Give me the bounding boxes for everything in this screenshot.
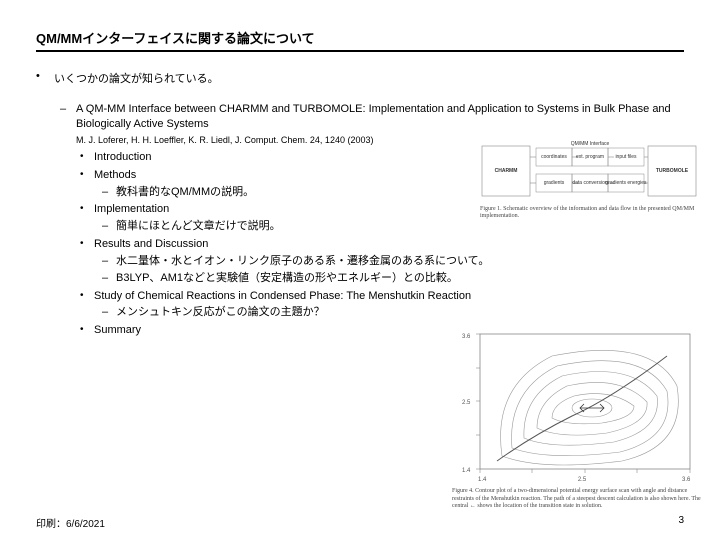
fig1-box-c: gradients [544,180,565,186]
fig1-box-a: coordinates [541,154,567,160]
sect-study: Study of Chemical Reactions in Condensed… [94,289,684,304]
figure-2-svg: 1.4 2.5 3.6 1.4 2.5 3.6 [452,326,702,486]
figure-2: 1.4 2.5 3.6 1.4 2.5 3.6 Figure 4. Contour pl… [452,326,702,510]
fig1-box-d: ext. program [576,154,604,160]
fig1-charmm-label: CHARMM [495,168,518,174]
figure-1: CHARMM TURBOMOLE QM/MM Interface coordin… [480,140,698,220]
fig1-turbo-label: TURBOMOLE [656,168,689,174]
results-sub1: 水二量体・水とイオン・リンク原子のある系・遷移金属のある系について。 [116,254,684,269]
svg-text:3.6: 3.6 [682,477,691,483]
slide-title: QM/MMインターフェイスに関する論文について [36,28,684,52]
study-sub: メンシュトキン反応がこの論文の主題か？ [116,305,684,320]
svg-text:2.5: 2.5 [578,477,587,483]
svg-text:2.5: 2.5 [462,400,471,406]
footer-print-date: 印刷：6/6/2021 [36,515,105,530]
svg-text:1.4: 1.4 [478,477,487,483]
paper-title: A QM-MM Interface between CHARMM and TUR… [76,103,671,130]
fig1-iface-label: QM/MM Interface [571,141,610,147]
figure-1-caption: Figure 1. Schematic overview of the info… [480,206,698,220]
svg-text:1.4: 1.4 [462,468,471,474]
fig1-box-e: data conversion [572,180,608,186]
sect-results: Results and Discussion [94,237,684,252]
figure-1-svg: CHARMM TURBOMOLE QM/MM Interface coordin… [480,140,698,204]
fig1-box-f: gradients energies [605,180,647,186]
figure-2-caption: Figure 4. Contour plot of a two-dimensio… [452,488,702,510]
fig1-box-b: input files [615,154,637,160]
results-sub2: B3LYP、AM1などと実験値（安定構造の形やエネルギー）との比較。 [116,271,684,286]
impl-sub: 簡単にほとんど文章だけで説明。 [116,219,684,234]
intro-text: いくつかの論文が知られている。 [54,73,219,85]
footer-page-number: 3 [678,515,684,530]
footer: 印刷：6/6/2021 3 [36,515,684,530]
svg-text:3.6: 3.6 [462,334,471,340]
